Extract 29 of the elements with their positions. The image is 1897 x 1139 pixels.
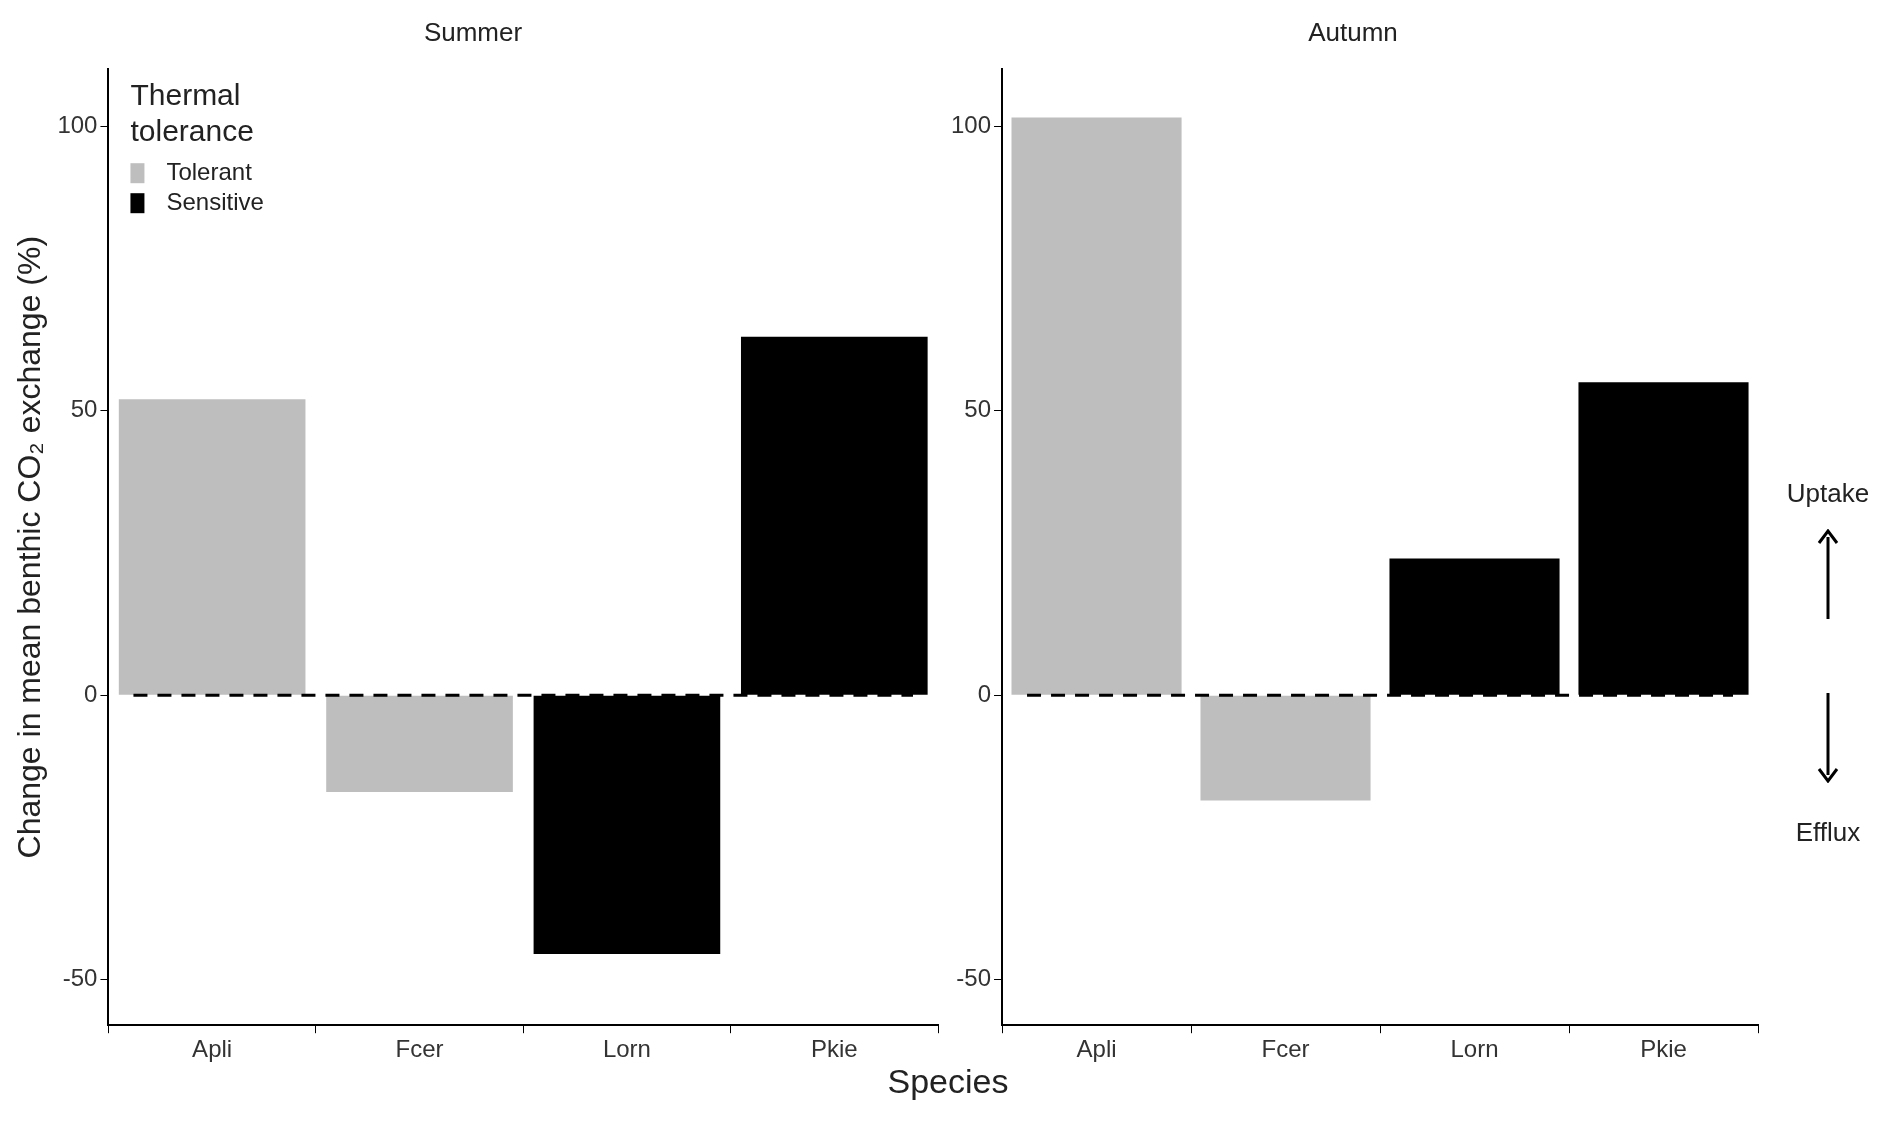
- y-tick-label: 0: [84, 679, 98, 707]
- y-tick-label: 50: [70, 395, 98, 423]
- y-tick-label: 100: [951, 110, 992, 138]
- y-tick-label: 0: [977, 679, 992, 707]
- x-tick-label: Lorn: [1450, 1035, 1499, 1063]
- legend-label: Tolerant: [166, 157, 253, 185]
- x-tick-label: Lorn: [602, 1035, 651, 1063]
- y-tick-label: -50: [62, 964, 98, 992]
- x-axis-title: Species: [886, 1062, 1010, 1101]
- y-tick-label: -50: [956, 964, 992, 992]
- y-tick-label: 100: [57, 110, 98, 138]
- legend-title: Thermal tolerance: [130, 78, 254, 148]
- x-tick-label: Pkie: [810, 1035, 858, 1063]
- bar: [1011, 117, 1182, 695]
- text: Uptake: [1786, 478, 1870, 509]
- chart-title: Autumn: [1308, 16, 1398, 47]
- y-axis-title: Change in mean benthic CO₂ exchange (%): [11, 235, 48, 859]
- x-tick-label: Pkie: [1640, 1035, 1687, 1063]
- chart-title: Summer: [423, 16, 523, 47]
- x-tick-label: Fcer: [1261, 1035, 1310, 1063]
- x-tick-label: Apli: [192, 1035, 233, 1063]
- bar: [118, 399, 306, 695]
- bar: [326, 695, 513, 792]
- y-tick-label: 50: [964, 395, 992, 423]
- text: Efflux: [1795, 817, 1861, 848]
- bar: [1200, 695, 1371, 801]
- legend-label: Sensitive: [166, 187, 264, 215]
- x-tick-label: Fcer: [395, 1035, 444, 1063]
- x-tick-label: Apli: [1076, 1035, 1117, 1063]
